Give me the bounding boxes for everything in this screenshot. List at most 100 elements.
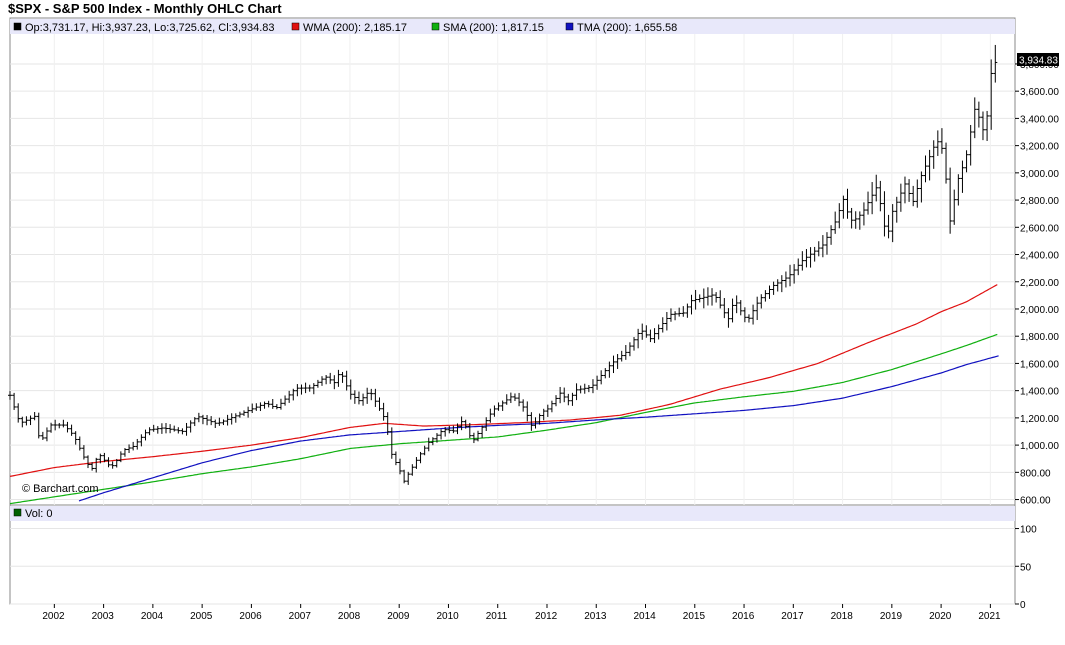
ohlc-bar: [927, 149, 932, 181]
ohlc-bar: [972, 97, 977, 139]
ohlc-bar: [759, 294, 764, 309]
ohlc-bar: [824, 232, 829, 255]
ohlc-bar: [525, 401, 530, 422]
ohlc-bar: [200, 414, 205, 425]
ohlc-bar: [209, 416, 214, 426]
ohlc-bar: [853, 211, 858, 229]
ohlc-bar: [964, 150, 969, 173]
ohlc-bar: [627, 342, 632, 357]
ohlc-bar: [295, 384, 300, 397]
ohlc-bar: [788, 264, 793, 287]
y-tick-label: 1,400.00: [1020, 387, 1059, 398]
ohlc-bar: [443, 427, 448, 437]
last-price-marker: 3,934.83: [1017, 53, 1059, 67]
ohlc-bar: [57, 422, 62, 429]
ohlc-bar: [65, 421, 70, 433]
ohlc-bar: [488, 408, 493, 423]
ohlc-bar: [118, 451, 123, 463]
ohlc-bar: [217, 417, 222, 426]
ohlc-bar: [311, 383, 316, 395]
ohlc-bar: [668, 308, 673, 322]
time-x-axis: 2002 2003 2004 2005 2006 2007 2008 2009 2010 2011…: [42, 604, 1001, 622]
volume-legend-band: [10, 506, 1015, 521]
ohlc-bar: [849, 207, 854, 229]
ohlc-bar: [755, 296, 760, 321]
ohlc-bar: [882, 191, 887, 237]
ohlc-bar: [607, 361, 612, 378]
sma-legend-swatch: [431, 22, 440, 31]
ohlc-bar: [796, 258, 801, 276]
ohlc-bar: [866, 191, 871, 215]
ohlc-bar: [86, 455, 91, 469]
ohlc-bar: [246, 406, 251, 418]
ohlc-bar: [705, 287, 710, 306]
ohlc-bar: [430, 437, 435, 446]
ohlc-bar: [492, 405, 497, 417]
ohlc-bar: [582, 383, 587, 394]
volume-y-axis: 0 50 100: [1015, 525, 1037, 611]
ohlc-bar: [512, 393, 517, 402]
ohlc-bar: [155, 426, 160, 434]
ohlc-bar: [40, 431, 45, 440]
ohlc-bar: [73, 431, 78, 445]
ohlc-bar: [389, 427, 394, 459]
ohlc-bar: [414, 457, 419, 469]
ohlc-bar: [956, 174, 961, 206]
y-tick-label: 1,800.00: [1020, 332, 1059, 343]
ohlc-bar: [135, 438, 140, 450]
ohlc-bar: [841, 195, 846, 219]
ohlc-bar: [890, 204, 895, 243]
y-tick-label: 2,000.00: [1020, 305, 1059, 316]
ohlc-bar: [377, 397, 382, 411]
ohlc-bar: [989, 59, 994, 130]
x-tick-label: 2007: [289, 611, 312, 622]
moving-averages: [9, 284, 999, 505]
ohlc-bar: [77, 436, 82, 451]
last-price-label: 3,934.83: [1019, 56, 1058, 67]
tma-legend-text: TMA (200): 1,655.58: [577, 22, 677, 34]
ohlc-bar: [775, 279, 780, 292]
ohlc-bar: [81, 445, 86, 460]
ohlc-bar: [299, 384, 304, 395]
ohlc-bars: [8, 44, 998, 485]
ohlc-bar: [615, 354, 620, 369]
wma-line: [9, 284, 998, 477]
ohlc-bar: [242, 410, 247, 416]
ohlc-bar: [291, 388, 296, 401]
ohlc-bar: [373, 388, 378, 407]
y-tick-label: 800.00: [1020, 468, 1051, 479]
ohlc-bar: [578, 385, 583, 394]
ohlc-bar: [771, 281, 776, 295]
ohlc-bar: [919, 171, 924, 203]
ohlc-bar: [845, 188, 850, 219]
ohlc-bar: [229, 413, 234, 425]
ohlc-bar: [180, 428, 185, 435]
ohlc-bar: [952, 189, 957, 225]
ohlc-bar: [320, 376, 325, 386]
ohlc-bar: [976, 101, 981, 128]
ohlc-bar: [640, 323, 645, 340]
ohlc-bar: [451, 425, 456, 434]
ohlc-bar: [985, 110, 990, 141]
wma-legend-swatch: [291, 22, 300, 31]
ohlc-bar: [365, 387, 370, 404]
ohlc-bar: [685, 303, 690, 318]
volume-tick-label: 100: [1020, 525, 1037, 536]
ohlc-bar: [24, 416, 29, 426]
x-tick-label: 2005: [190, 611, 213, 622]
ohlc-bar: [233, 413, 238, 423]
ohlc-bar: [549, 400, 554, 413]
ohlc-bar: [336, 369, 341, 387]
ohlc-bar: [237, 411, 242, 418]
ohlc-bar: [939, 128, 944, 154]
ohlc-bar: [820, 235, 825, 258]
ohlc-bar: [521, 399, 526, 412]
ohlc-bar: [172, 425, 177, 432]
ohlc-bar: [504, 394, 509, 405]
ohlc-bar: [192, 417, 197, 427]
price-panel-frame: [9, 17, 1016, 506]
ohlc-bar: [915, 179, 920, 208]
price-y-axis: 600.00 800.00 1,000.00 1,200.00 1,400.00 1,60…: [1015, 60, 1059, 507]
ohlc-bar: [250, 403, 255, 413]
ohlc-bar: [315, 379, 320, 388]
